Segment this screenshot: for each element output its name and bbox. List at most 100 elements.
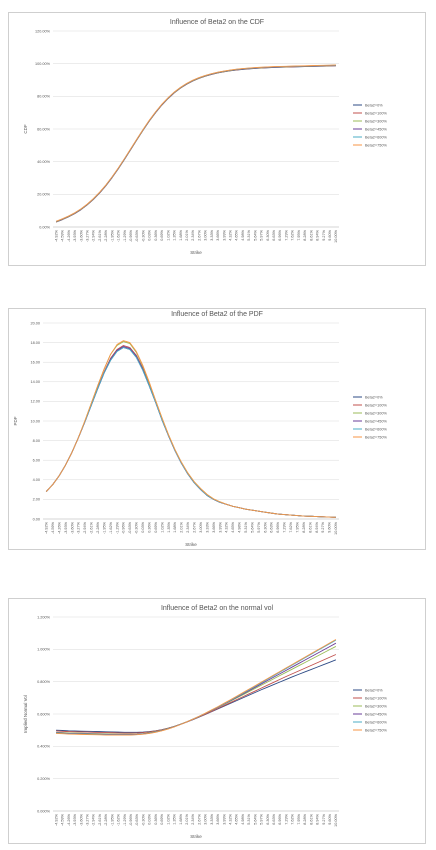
x-tick-label: 6.30%: [266, 229, 270, 240]
x-tick-label: -2.28%: [104, 229, 108, 242]
x-tick-label: -1.62%: [117, 813, 121, 826]
x-tick-label: 2.67%: [197, 229, 201, 240]
x-tick-label: 7.62%: [291, 813, 295, 824]
x-tick-label: -4.92%: [54, 813, 58, 826]
y-tick-label: 0.600%: [37, 712, 51, 716]
x-tick-label: 6.30%: [266, 813, 270, 824]
x-tick-label: -3.60%: [79, 229, 83, 242]
x-tick-label: 3.33%: [210, 229, 214, 240]
series-line: [46, 346, 336, 518]
series-line: [56, 646, 336, 734]
x-tick-label: 3.66%: [216, 229, 220, 240]
legend-label: Beta2=100%: [365, 403, 387, 407]
legend-label: Beta2=450%: [365, 127, 387, 131]
x-tick-label: -0.63%: [135, 813, 139, 826]
x-tick-label: -4.59%: [51, 521, 55, 534]
x-tick-label: -0.63%: [128, 521, 132, 534]
x-tick-label: 8.28%: [303, 813, 307, 824]
series-line: [56, 66, 336, 222]
x-tick-label: -1.29%: [115, 521, 119, 534]
legend-label: Beta2=0%: [365, 395, 383, 399]
x-tick-label: 8.94%: [315, 521, 319, 532]
legend-label: Beta2=100%: [365, 696, 387, 700]
x-tick-label: -0.96%: [129, 229, 133, 242]
x-tick-label: -1.95%: [110, 813, 114, 826]
x-tick-label: 7.62%: [291, 229, 295, 240]
x-tick-label: 6.63%: [270, 521, 274, 532]
x-tick-label: 0.36%: [154, 229, 158, 240]
x-tick-label: 7.62%: [289, 521, 293, 532]
y-axis-label: PDF: [13, 416, 18, 425]
x-tick-label: -3.93%: [73, 229, 77, 242]
x-tick-label: 4.98%: [241, 813, 245, 824]
x-tick-label: 5.64%: [253, 813, 257, 824]
legend-label: Beta2=600%: [365, 135, 387, 139]
x-tick-label: -4.92%: [45, 521, 49, 534]
x-tick-label: -0.96%: [122, 521, 126, 534]
series-line: [56, 643, 336, 734]
x-tick-label: 2.34%: [191, 229, 195, 240]
x-tick-label: 3.99%: [222, 229, 226, 240]
x-tick-label: 0.69%: [160, 813, 164, 824]
x-tick-label: 1.35%: [173, 813, 177, 824]
x-tick-label: 7.95%: [297, 229, 301, 240]
x-tick-label: 8.94%: [316, 229, 320, 240]
x-tick-label: -0.63%: [135, 229, 139, 242]
y-tick-label: 60.00%: [37, 127, 51, 131]
x-tick-label: -2.28%: [96, 521, 100, 534]
x-tick-label: 8.61%: [308, 521, 312, 532]
legend-label: Beta2=600%: [365, 427, 387, 431]
x-tick-label: -0.30%: [141, 229, 145, 242]
y-tick-label: 14.00: [30, 380, 40, 384]
x-tick-label: -2.94%: [92, 229, 96, 242]
x-tick-label: 1.02%: [166, 813, 170, 824]
normal-vol-chart-panel: Influence of Beta2 on the normal vol 0.00…: [8, 598, 426, 844]
y-tick-label: 2.00: [33, 498, 40, 502]
x-tick-label: 7.29%: [284, 813, 288, 824]
x-tick-label: 0.36%: [154, 813, 158, 824]
y-tick-label: 12.00: [30, 400, 40, 404]
x-tick-label: 1.68%: [179, 229, 183, 240]
legend-label: Beta2=750%: [365, 435, 387, 439]
series-line: [56, 65, 336, 221]
y-tick-label: 40.00%: [37, 160, 51, 164]
y-tick-label: 0.400%: [37, 745, 51, 749]
y-tick-label: 100.00%: [35, 62, 51, 66]
x-tick-label: 2.01%: [180, 521, 184, 532]
x-tick-label: 3.00%: [204, 229, 208, 240]
legend-label: Beta2=300%: [365, 704, 387, 708]
x-tick-label: 9.60%: [328, 521, 332, 532]
legend-label: Beta2=0%: [365, 688, 383, 692]
x-tick-label: -4.26%: [67, 229, 71, 242]
x-tick-label: 6.30%: [263, 521, 267, 532]
chart-title: Influence of Beta2 of the PDF: [171, 311, 263, 318]
x-tick-label: 4.32%: [228, 229, 232, 240]
x-tick-label: -0.30%: [135, 521, 139, 534]
cdf-chart-panel: Influence of Beta2 on the CDF 0.00% 20.00%…: [8, 12, 426, 266]
x-tick-label: -2.61%: [98, 813, 102, 826]
x-tick-label: 6.63%: [272, 813, 276, 824]
x-tick-label: -1.62%: [117, 229, 121, 242]
x-tick-label: 9.27%: [322, 813, 326, 824]
x-tick-label: 4.32%: [228, 813, 232, 824]
x-tick-label: -3.27%: [85, 229, 89, 242]
x-tick-label: 0.69%: [160, 229, 164, 240]
legend-label: Beta2=450%: [365, 419, 387, 423]
y-tick-label: 20.00%: [37, 193, 51, 197]
y-tick-label: 120.00%: [35, 29, 51, 33]
x-axis-label: Strike: [190, 250, 202, 255]
series-line: [56, 65, 336, 221]
x-tick-label: -4.26%: [67, 813, 71, 826]
y-axis-label: Implied Normal Vol: [23, 695, 28, 733]
x-tick-label: -1.95%: [110, 229, 114, 242]
legend-label: Beta2=100%: [365, 111, 387, 115]
x-tick-label: 8.94%: [316, 813, 320, 824]
x-tick-label: 0.69%: [154, 521, 158, 532]
x-tick-label: 5.31%: [247, 229, 251, 240]
x-tick-label: 0.03%: [148, 229, 152, 240]
y-tick-label: 1.200%: [37, 615, 51, 619]
series-line: [46, 347, 336, 518]
x-tick-label: 4.65%: [231, 521, 235, 532]
x-tick-label: 6.96%: [278, 813, 282, 824]
x-tick-label: 8.61%: [309, 229, 313, 240]
